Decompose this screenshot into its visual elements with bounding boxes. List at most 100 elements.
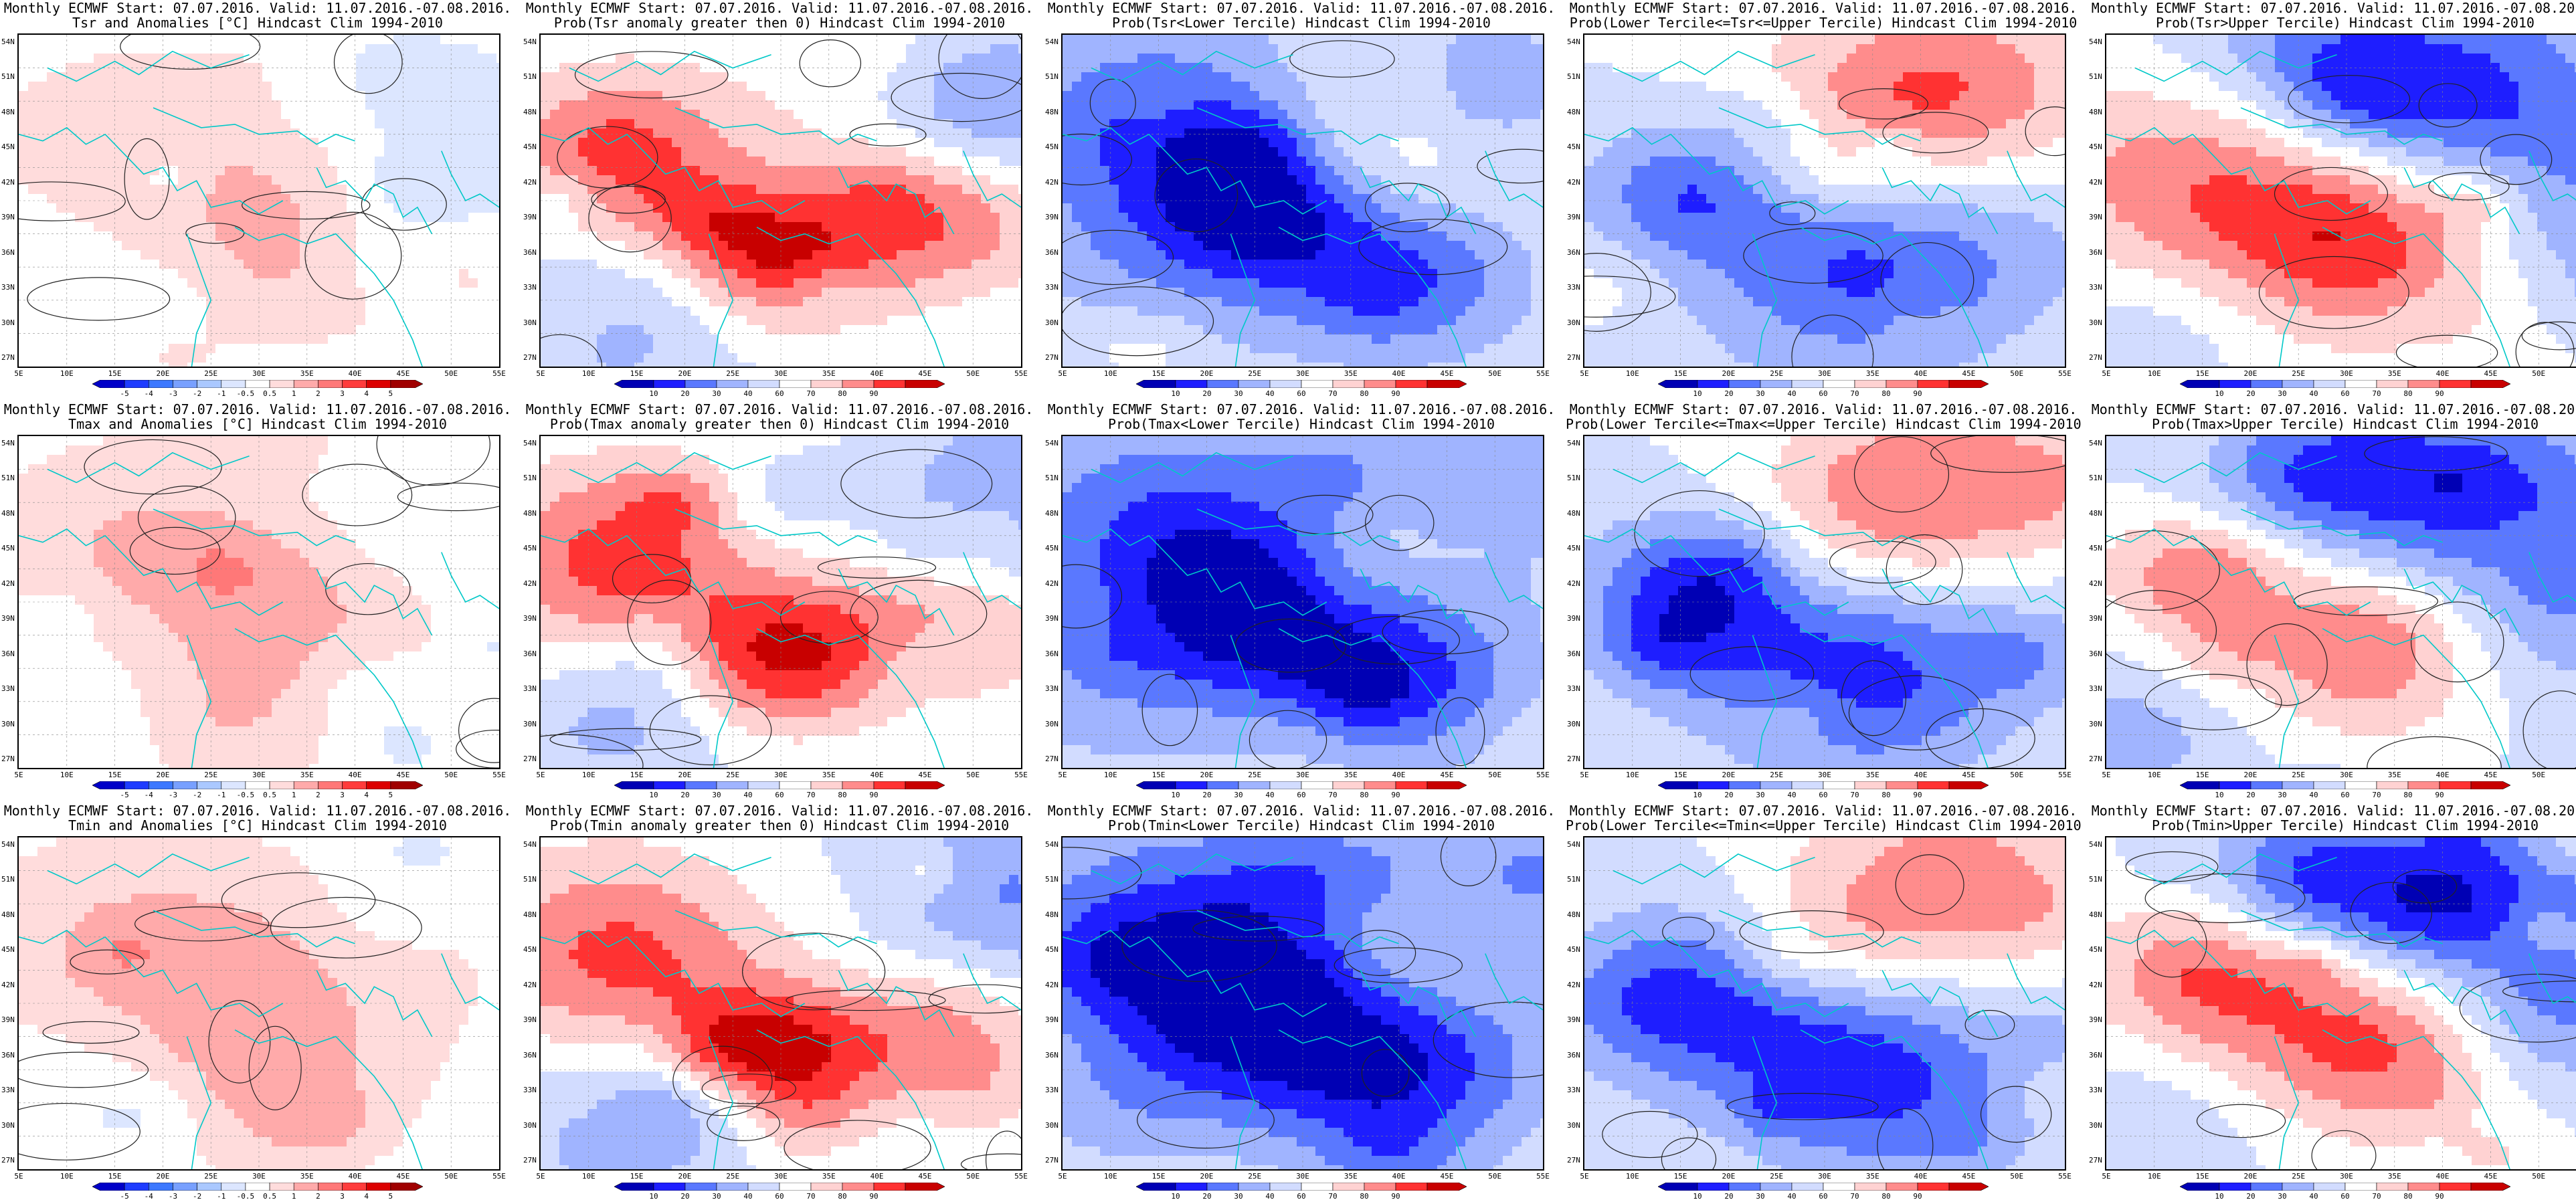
- field-cell: [578, 72, 588, 82]
- field-cell: [1100, 44, 1110, 54]
- field-cell: [281, 166, 291, 176]
- field-cell: [159, 100, 169, 110]
- field-cell: [1287, 35, 1297, 45]
- field-cell: [37, 44, 48, 54]
- field-cell: [822, 91, 832, 101]
- field-cell: [1063, 138, 1073, 148]
- field-cell: [719, 166, 729, 176]
- field-cell: [812, 44, 822, 54]
- field-cell: [906, 231, 916, 241]
- field-cell: [272, 35, 282, 45]
- field-cell: [794, 325, 804, 335]
- field-cell: [943, 353, 953, 363]
- field-cell: [150, 203, 160, 213]
- field-cell: [906, 54, 916, 64]
- field-cell: [934, 297, 944, 307]
- field-cell: [450, 250, 460, 260]
- field-cell: [1063, 147, 1073, 157]
- field-cell: [431, 297, 441, 307]
- field-cell: [868, 288, 879, 298]
- field-cell: [496, 82, 499, 92]
- field-cell: [84, 82, 94, 92]
- field-cell: [616, 269, 626, 279]
- field-cell: [150, 306, 160, 316]
- field-cell: [1166, 82, 1176, 92]
- field-cell: [1465, 100, 1475, 110]
- field-cell: [225, 91, 235, 101]
- lon-label: 15E: [630, 369, 644, 378]
- field-cell: [1381, 91, 1391, 101]
- field-cell: [197, 203, 207, 213]
- field-cell: [1000, 269, 1010, 279]
- field-cell: [887, 128, 897, 138]
- field-cell: [1503, 100, 1513, 110]
- field-cell: [868, 91, 879, 101]
- field-cell: [794, 344, 804, 354]
- field-cell: [1297, 119, 1307, 129]
- field-cell: [681, 213, 691, 223]
- field-cell: [450, 119, 460, 129]
- field-cell: [468, 175, 478, 185]
- field-cell: [606, 147, 616, 157]
- field-cell: [559, 241, 569, 251]
- field-cell: [365, 138, 375, 148]
- field-cell: [1109, 147, 1119, 157]
- field-cell: [318, 157, 329, 167]
- field-cell: [478, 288, 488, 298]
- field-cell: [178, 138, 188, 148]
- field-cell: [597, 222, 607, 232]
- field-cell: [681, 147, 691, 157]
- field-cell: [103, 147, 113, 157]
- field-cell: [459, 35, 469, 45]
- field-cell: [112, 128, 122, 138]
- field-cell: [393, 353, 403, 363]
- field-cell: [1240, 128, 1251, 138]
- field-cell: [681, 82, 691, 92]
- field-cell: [66, 138, 76, 148]
- field-cell: [887, 316, 897, 326]
- field-cell: [972, 194, 982, 204]
- field-cell: [487, 166, 497, 176]
- field-cell: [962, 250, 972, 260]
- field-cell: [412, 203, 422, 213]
- field-cell: [672, 128, 682, 138]
- field-cell: [1278, 203, 1288, 213]
- field-cell: [878, 44, 888, 54]
- field-cell: [468, 334, 478, 344]
- field-cell: [644, 54, 654, 64]
- field-cell: [253, 119, 263, 129]
- field-cell: [1156, 44, 1166, 54]
- field-cell: [328, 306, 338, 316]
- field-cell: [925, 222, 935, 232]
- field-cell: [972, 297, 982, 307]
- colorbar-swatch: [173, 380, 197, 388]
- field-cell: [1000, 334, 1010, 344]
- field-cell: [66, 166, 76, 176]
- field-cell: [559, 297, 569, 307]
- field-cell: [94, 288, 104, 298]
- field-cell: [765, 334, 775, 344]
- field-cell: [850, 54, 860, 64]
- field-cell: [84, 306, 94, 316]
- field-cell: [1353, 72, 1363, 82]
- field-cell: [1418, 128, 1429, 138]
- field-cell: [990, 44, 1000, 54]
- field-cell: [812, 166, 822, 176]
- field-cell: [606, 35, 616, 45]
- field-cell: [487, 185, 497, 195]
- field-cell: [541, 344, 551, 354]
- field-cell: [384, 325, 394, 335]
- field-cell: [1137, 157, 1147, 167]
- field-cell: [365, 288, 375, 298]
- field-cell: [831, 325, 841, 335]
- field-cell: [1175, 175, 1185, 185]
- field-cell: [1278, 72, 1288, 82]
- field-cell: [906, 175, 916, 185]
- field-cell: [822, 344, 832, 354]
- field-cell: [300, 316, 310, 326]
- field-cell: [1306, 138, 1316, 148]
- field-cell: [1109, 110, 1119, 120]
- field-cell: [356, 147, 366, 157]
- field-cell: [1194, 194, 1204, 204]
- field-cell: [972, 316, 982, 326]
